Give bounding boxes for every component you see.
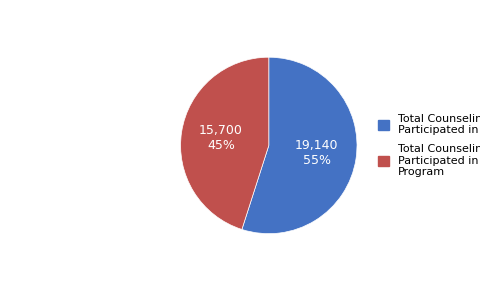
Legend: Total Counselings
Participated in ADR, Total Counselings Not
Participated in ADR: Total Counselings Participated in ADR, T… xyxy=(373,109,480,182)
Wedge shape xyxy=(180,57,269,230)
Wedge shape xyxy=(242,57,357,234)
Text: 19,140
55%: 19,140 55% xyxy=(295,139,338,167)
Text: 15,700
45%: 15,700 45% xyxy=(199,124,243,152)
